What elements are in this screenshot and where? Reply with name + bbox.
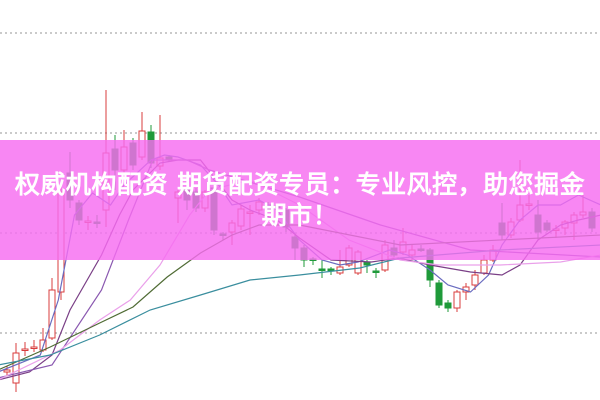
candle-up xyxy=(48,289,56,339)
candle-up xyxy=(453,291,461,309)
candle-down xyxy=(327,268,335,271)
candle-down xyxy=(372,270,380,273)
promo-banner xyxy=(0,140,600,260)
candle-down xyxy=(318,268,326,271)
candle-up xyxy=(480,259,488,274)
banner-headline: 权威机构配资 期货配资专员：专业风控，助您掘金 xyxy=(14,170,586,199)
candle-down xyxy=(435,282,443,306)
moving-average-line xyxy=(0,244,600,366)
candle-up xyxy=(471,274,479,286)
candle-up xyxy=(12,352,20,384)
candle-up xyxy=(3,369,11,373)
candle-up xyxy=(21,348,29,351)
banner-headline-continued: 期市！ xyxy=(261,201,339,230)
candle-down xyxy=(444,302,452,309)
candle-up xyxy=(30,346,38,349)
